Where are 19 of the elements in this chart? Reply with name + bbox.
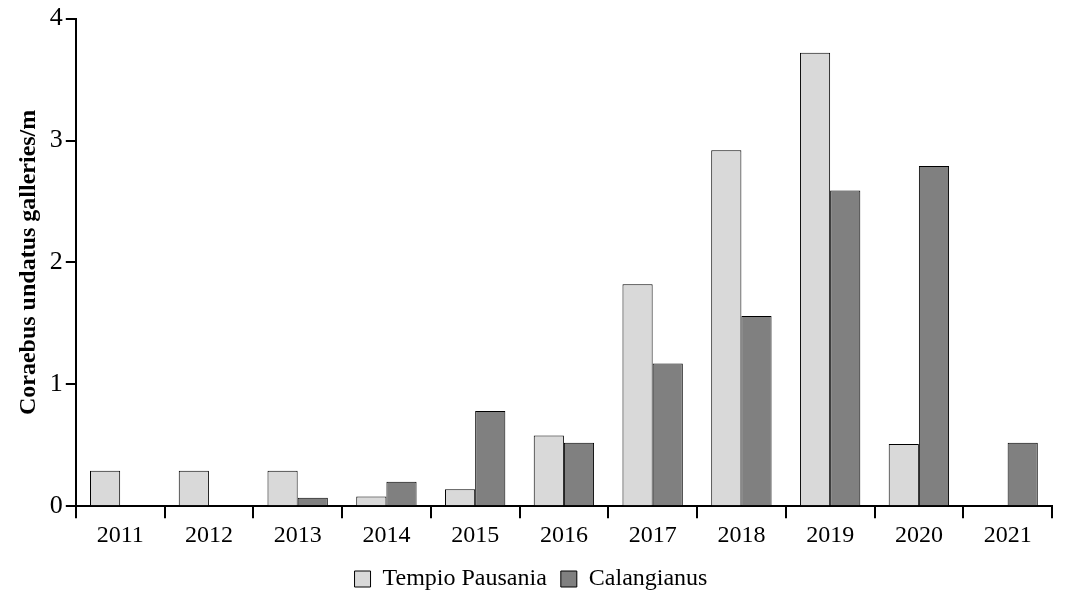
y-tick-label: 1 [49, 368, 63, 398]
legend-label: Tempio Pausania [382, 564, 548, 591]
x-tick-label: 2018 [717, 520, 766, 547]
x-tick-label: 2021 [983, 520, 1032, 547]
x-tick-label: 2012 [184, 520, 233, 547]
y-tick-label: 3 [49, 124, 63, 154]
x-tick-label: 2016 [539, 520, 588, 547]
y-axis-title: Coraebus undatus galleries/m [13, 109, 40, 416]
x-tick-label: 2013 [273, 520, 322, 547]
x-tick-label: 2017 [628, 520, 677, 547]
legend-label: Calangianus [588, 564, 708, 591]
x-tick-label: 2020 [894, 520, 943, 547]
x-tick-label: 2014 [362, 520, 411, 547]
y-tick-label: 0 [49, 490, 63, 520]
y-tick-label: 2 [49, 246, 63, 276]
y-tick-label: 4 [49, 2, 63, 32]
x-tick-label: 2019 [806, 520, 855, 547]
x-tick-label: 2015 [451, 520, 500, 547]
x-tick-label: 2011 [96, 520, 144, 547]
